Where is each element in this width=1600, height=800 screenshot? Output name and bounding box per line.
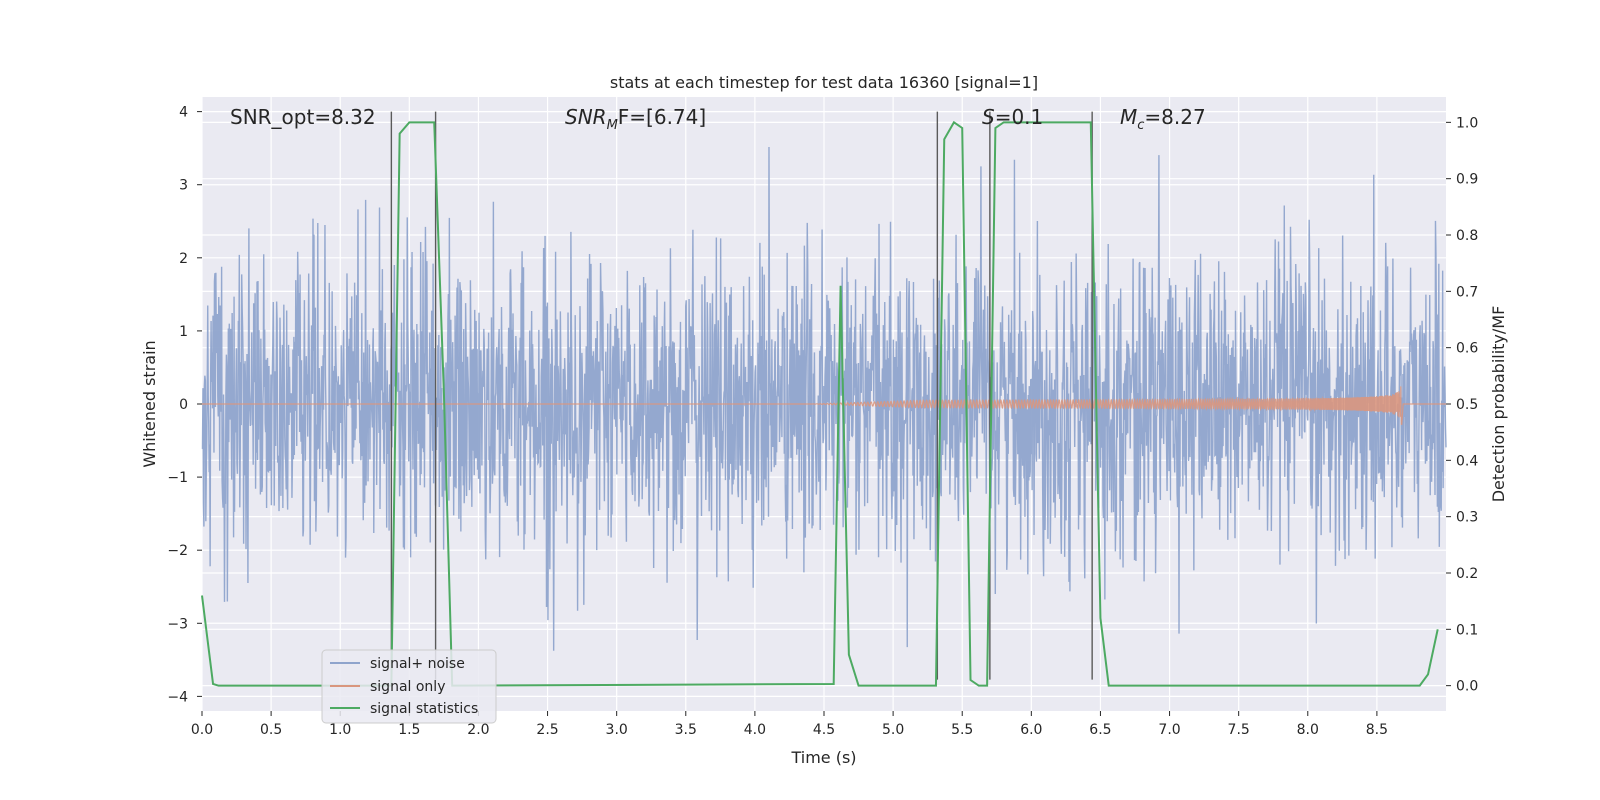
chart-title: stats at each timestep for test data 163…	[610, 73, 1038, 92]
y-tick-label-2: −2	[167, 543, 188, 559]
series-signal-statistics	[201, 120, 1439, 687]
annotation-mc-value: =8.27	[1144, 105, 1205, 129]
legend-label-noise: signal+ noise	[370, 656, 465, 672]
x-tick-label-6: 3.0	[606, 722, 628, 738]
annotation-mc-symbol: M	[1120, 105, 1137, 129]
x-tick-label-4: 2.0	[467, 722, 489, 738]
y-tick-label-7: 3	[179, 178, 188, 194]
annotations: SNR_opt=8.32 SNRMF=[6.74] S=0.1 Mc=8.27	[230, 105, 1206, 133]
annotation-snr-opt: SNR_opt=8.32	[230, 105, 376, 129]
x-tick-label-15: 7.5	[1228, 722, 1250, 738]
x-tick-label-17: 8.5	[1366, 722, 1388, 738]
statistics-line	[201, 120, 1439, 687]
x-tick-label-9: 4.5	[813, 722, 835, 738]
yr-tick-label-10: 1.0	[1456, 115, 1478, 131]
y-tick-label-8: 4	[179, 105, 188, 121]
legend: signal+ noise signal only signal statist…	[321, 649, 497, 724]
noise-line	[201, 147, 1447, 651]
x-tick-label-1: 0.5	[260, 722, 282, 738]
series-signal-noise	[201, 147, 1447, 651]
annotation-snr-mf: SNRMF=[6.74]	[565, 105, 706, 133]
y-tick-label-0: −4	[167, 689, 188, 705]
x-tick-label-11: 5.5	[951, 722, 973, 738]
yr-tick-label-8: 0.8	[1456, 228, 1478, 244]
x-tick-label-14: 7.0	[1158, 722, 1180, 738]
annotation-snr-mf-sub: M	[607, 118, 618, 133]
x-tick-label-7: 3.5	[675, 722, 697, 738]
y-tick-label-6: 2	[179, 251, 188, 267]
yr-tick-label-6: 0.6	[1456, 341, 1478, 357]
annotation-snr-mf-rest: F=[6.74]	[618, 105, 706, 129]
yr-tick-label-9: 0.9	[1456, 172, 1478, 188]
x-tick-label-5: 2.5	[536, 722, 558, 738]
y-tick-label-5: 1	[179, 324, 188, 340]
annotation-mc-sub: c	[1137, 118, 1144, 133]
y-ticks-right: 0.0 0.1 0.2 0.3 0.4 0.5 0.6 0.7 0.8 0.9 1.0	[1446, 115, 1478, 695]
x-tick-label-10: 5.0	[882, 722, 904, 738]
y-axis-label-right: Detection probability/MF	[1489, 306, 1508, 503]
annotation-s-value: =0.1	[995, 105, 1044, 129]
yr-tick-label-3: 0.3	[1456, 510, 1478, 526]
x-tick-label-0: 0.0	[191, 722, 213, 738]
yr-tick-label-4: 0.4	[1456, 453, 1478, 469]
annotation-s: S=0.1	[982, 105, 1043, 129]
yr-tick-label-7: 0.7	[1456, 284, 1478, 300]
y-axis-label: Whitened strain	[140, 340, 159, 467]
series-signal-only	[202, 386, 1446, 425]
legend-label-signal: signal only	[370, 679, 445, 695]
signal-line	[202, 386, 1446, 425]
yr-tick-label-0: 0.0	[1456, 679, 1478, 695]
yr-tick-label-5: 0.5	[1456, 397, 1478, 413]
x-tick-label-8: 4.0	[744, 722, 766, 738]
x-tick-label-16: 8.0	[1297, 722, 1319, 738]
annotation-mc: Mc=8.27	[1120, 105, 1206, 133]
yr-tick-label-1: 0.1	[1456, 622, 1478, 638]
x-ticks: 0.0 0.5 1.0 1.5 2.0 2.5 3.0 3.5 4.0 4.5 5.0 5.5 6.0 6…	[191, 711, 1388, 738]
yr-tick-label-2: 0.2	[1456, 566, 1478, 582]
annotation-s-symbol: S	[982, 105, 995, 129]
legend-label-statistics: signal statistics	[370, 701, 478, 717]
x-tick-label-13: 6.5	[1089, 722, 1111, 738]
y-tick-label-1: −3	[167, 616, 188, 632]
x-tick-label-3: 1.5	[398, 722, 420, 738]
x-tick-label-12: 6.0	[1020, 722, 1042, 738]
legend-box	[321, 649, 497, 724]
x-axis-label: Time (s)	[790, 748, 856, 767]
x-tick-label-2: 1.0	[329, 722, 351, 738]
y-tick-label-4: 0	[179, 397, 188, 413]
annotation-snr-mf-main: SNR	[565, 105, 607, 129]
y-ticks-left: −4 −3 −2 −1 0 1 2 3 4	[167, 105, 202, 705]
y-tick-label-3: −1	[167, 470, 188, 486]
